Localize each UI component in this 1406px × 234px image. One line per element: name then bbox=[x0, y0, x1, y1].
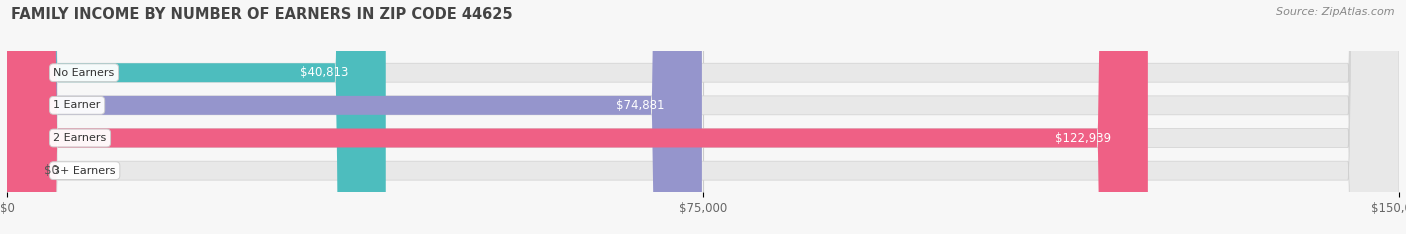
Text: FAMILY INCOME BY NUMBER OF EARNERS IN ZIP CODE 44625: FAMILY INCOME BY NUMBER OF EARNERS IN ZI… bbox=[11, 7, 513, 22]
FancyBboxPatch shape bbox=[7, 0, 1399, 234]
FancyBboxPatch shape bbox=[7, 0, 1399, 234]
FancyBboxPatch shape bbox=[7, 0, 385, 234]
FancyBboxPatch shape bbox=[7, 0, 1399, 234]
Text: 1 Earner: 1 Earner bbox=[53, 100, 101, 110]
Text: Source: ZipAtlas.com: Source: ZipAtlas.com bbox=[1277, 7, 1395, 17]
Text: $40,813: $40,813 bbox=[301, 66, 349, 79]
Text: $0: $0 bbox=[44, 164, 59, 177]
FancyBboxPatch shape bbox=[7, 0, 1147, 234]
Text: 3+ Earners: 3+ Earners bbox=[53, 166, 115, 176]
FancyBboxPatch shape bbox=[7, 0, 1399, 234]
Text: $74,881: $74,881 bbox=[616, 99, 665, 112]
FancyBboxPatch shape bbox=[7, 0, 702, 234]
Text: $122,939: $122,939 bbox=[1054, 132, 1111, 145]
Text: 2 Earners: 2 Earners bbox=[53, 133, 107, 143]
Text: No Earners: No Earners bbox=[53, 68, 115, 78]
